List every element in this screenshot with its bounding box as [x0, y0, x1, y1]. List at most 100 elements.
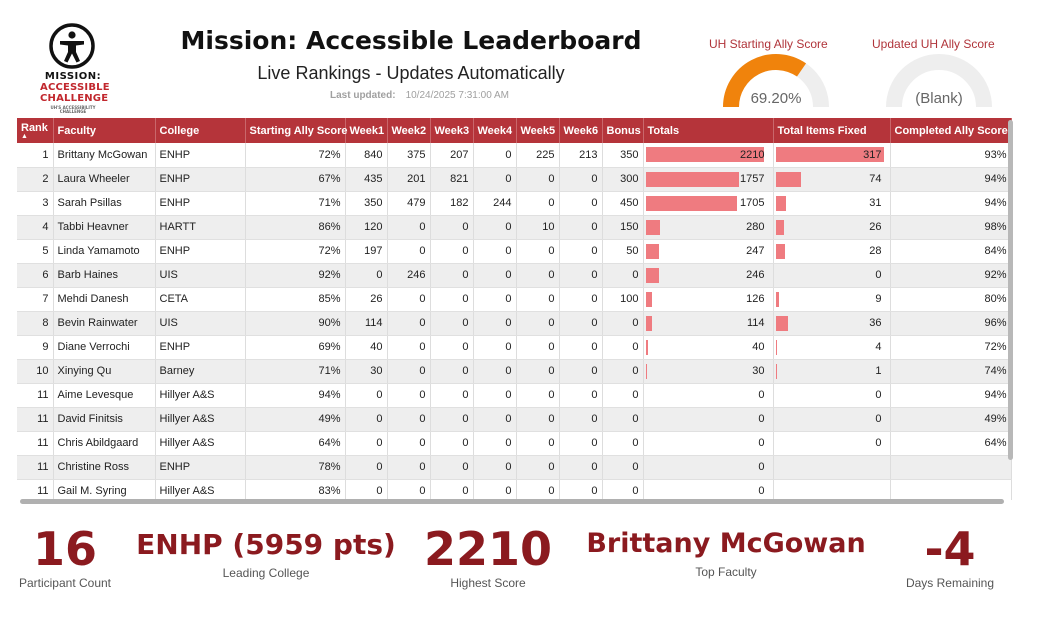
week1-cell: 0	[345, 479, 388, 500]
col-header-week3[interactable]: Week3	[430, 118, 474, 143]
table-row[interactable]: 3 Sarah Psillas ENHP 71% 350 479 182 244 0 0 450 17…	[17, 191, 1012, 216]
table-row[interactable]: 2 Laura Wheeler ENHP 67% 435 201 821 0 0 0 300 1757…	[17, 167, 1012, 192]
week4-cell: 244	[473, 191, 517, 216]
table-row[interactable]: 7 Mehdi Danesh CETA 85% 26 0 0 0 0 0 100 126 9 80%	[17, 287, 1012, 312]
faculty-cell: Linda Yamamoto	[53, 239, 156, 264]
week2-cell: 0	[387, 407, 431, 432]
week3-cell: 821	[430, 167, 474, 192]
bonus-cell: 0	[602, 455, 644, 480]
items-fixed-bar	[775, 243, 786, 259]
table-row[interactable]: 1 Brittany McGowan ENHP 72% 840 375 207 0 225 213…	[17, 143, 1012, 168]
accessibility-person-icon	[49, 23, 95, 69]
totals-value: 2210	[740, 148, 765, 161]
week5-cell: 0	[516, 431, 560, 456]
week5-cell: 0	[516, 455, 560, 480]
items-fixed-value: 0	[875, 413, 882, 425]
col-header-bonus[interactable]: Bonus	[602, 118, 644, 143]
starting-ally-score-cell: 78%	[245, 455, 346, 480]
rank-cell: 11	[17, 407, 54, 432]
totals-cell: 0	[643, 431, 774, 456]
updated-ally-gauge-title: Updated UH Ally Score	[872, 37, 995, 51]
col-header-total-items-fixed[interactable]: Total Items Fixed	[773, 118, 891, 143]
updated-ally-gauge[interactable]	[884, 52, 994, 108]
college-cell: ENHP	[155, 143, 246, 168]
days-remaining-label: Days Remaining	[905, 576, 995, 590]
college-cell: ENHP	[155, 455, 246, 480]
starting-ally-score-cell: 86%	[245, 215, 346, 240]
week2-cell: 0	[387, 479, 431, 500]
totals-value: 0	[758, 389, 765, 401]
week4-cell: 0	[473, 431, 517, 456]
faculty-cell: Xinying Qu	[53, 359, 156, 384]
items-fixed-value: 9	[875, 293, 882, 305]
leading-college-label: Leading College	[222, 566, 310, 580]
week2-cell: 0	[387, 455, 431, 480]
starting-ally-gauge[interactable]	[721, 52, 831, 108]
table-row[interactable]: 11 Christine Ross ENHP 78% 0 0 0 0 0 0 0 0	[17, 455, 1012, 480]
week2-cell: 375	[387, 143, 431, 168]
items-fixed-value: 28	[869, 245, 882, 257]
week6-cell: 0	[559, 239, 603, 264]
col-header-completed-ally-score[interactable]: Completed Ally Score	[890, 118, 1012, 143]
table-row[interactable]: 11 Aime Levesque Hillyer A&S 94% 0 0 0 0 0 0 0 0 0 94…	[17, 383, 1012, 408]
week2-cell: 0	[387, 335, 431, 360]
completed-ally-score-cell: 98%	[890, 215, 1012, 240]
col-header-week5[interactable]: Week5	[516, 118, 560, 143]
totals-cell: 1757	[643, 167, 774, 192]
week1-cell: 30	[345, 359, 388, 384]
col-header-totals[interactable]: Totals	[643, 118, 774, 143]
table-row[interactable]: 10 Xinying Qu Barney 71% 30 0 0 0 0 0 0 30 1 74%	[17, 359, 1012, 384]
bonus-cell: 0	[602, 263, 644, 288]
col-header-week4[interactable]: Week4	[473, 118, 517, 143]
col-header-faculty[interactable]: Faculty	[53, 118, 156, 143]
week1-cell: 0	[345, 263, 388, 288]
table-row[interactable]: 9 Diane Verrochi ENHP 69% 40 0 0 0 0 0 0 40 4 72%	[17, 335, 1012, 360]
week5-cell: 0	[516, 287, 560, 312]
college-cell: Hillyer A&S	[155, 431, 246, 456]
week6-cell: 0	[559, 383, 603, 408]
starting-ally-gauge-value: 69.20%	[750, 90, 802, 107]
table-row[interactable]: 11 David Finitsis Hillyer A&S 49% 0 0 0 0 0 0 0 0 0 4…	[17, 407, 1012, 432]
rank-cell: 11	[17, 455, 54, 480]
rank-cell: 10	[17, 359, 54, 384]
week6-cell: 0	[559, 215, 603, 240]
week2-cell: 0	[387, 215, 431, 240]
horizontal-scrollbar[interactable]	[20, 499, 1004, 504]
col-header-college[interactable]: College	[155, 118, 246, 143]
week4-cell: 0	[473, 287, 517, 312]
week4-cell: 0	[473, 167, 517, 192]
col-header-starting-ally-score[interactable]: Starting Ally Score	[245, 118, 348, 143]
logo-line4: UH'S ACCESSIBILITY CHALLENGE	[50, 105, 96, 114]
rank-cell: 2	[17, 167, 54, 192]
table-row[interactable]: 6 Barb Haines UIS 92% 0 246 0 0 0 0 0 246 0 92%	[17, 263, 1012, 288]
faculty-cell: Diane Verrochi	[53, 335, 156, 360]
table-row[interactable]: 5 Linda Yamamoto ENHP 72% 197 0 0 0 0 0 50 247 28 84%	[17, 239, 1012, 264]
col-header-rank[interactable]: Rank ▲	[17, 118, 54, 143]
college-cell: UIS	[155, 311, 246, 336]
totals-value: 247	[746, 245, 765, 257]
bonus-cell: 0	[602, 407, 644, 432]
col-header-week2[interactable]: Week2	[387, 118, 431, 143]
starting-ally-score-cell: 72%	[245, 143, 346, 168]
week3-cell: 0	[430, 287, 474, 312]
faculty-cell: Mehdi Danesh	[53, 287, 156, 312]
col-header-week6[interactable]: Week6	[559, 118, 603, 143]
table-row[interactable]: 11 Gail M. Syring Hillyer A&S 83% 0 0 0 0 0 0 0 0	[17, 479, 1012, 500]
totals-value: 280	[746, 221, 765, 233]
leaderboard-table[interactable]: Rank ▲ Faculty College Starting Ally Scor…	[17, 118, 1013, 500]
days-remaining-value: -4	[924, 522, 976, 576]
week3-cell: 0	[430, 359, 474, 384]
items-fixed-bar	[775, 339, 777, 355]
table-row[interactable]: 8 Bevin Rainwater UIS 90% 114 0 0 0 0 0 0 114 36 96%	[17, 311, 1012, 336]
table-row[interactable]: 11 Chris Abildgaard Hillyer A&S 64% 0 0 0 0 0 0 0 0…	[17, 431, 1012, 456]
table-row[interactable]: 4 Tabbi Heavner HARTT 86% 120 0 0 0 10 0 150 280 26 9…	[17, 215, 1012, 240]
vertical-scrollbar[interactable]	[1008, 120, 1013, 460]
faculty-cell: Bevin Rainwater	[53, 311, 156, 336]
week5-cell: 0	[516, 263, 560, 288]
faculty-cell: Gail M. Syring	[53, 479, 156, 500]
totals-value: 1705	[740, 197, 765, 209]
col-header-week1[interactable]: Week1	[345, 118, 388, 143]
items-fixed-bar	[775, 315, 788, 331]
week5-cell: 0	[516, 167, 560, 192]
week2-cell: 0	[387, 239, 431, 264]
